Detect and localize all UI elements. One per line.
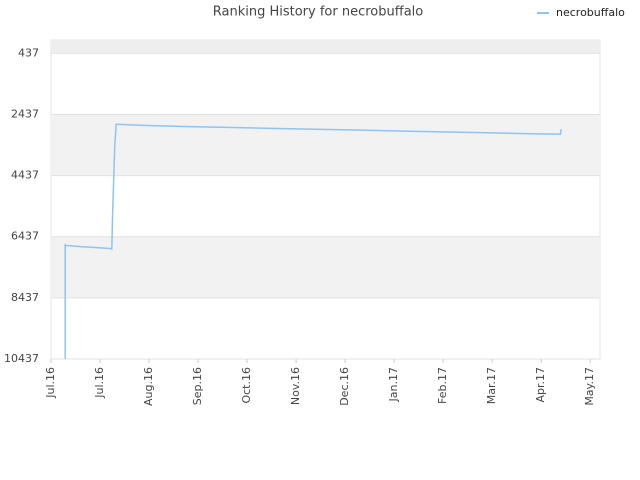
y-tick-label: 8437 bbox=[11, 291, 39, 304]
x-tick-label: Nov.16 bbox=[289, 367, 302, 405]
y-tick-label: 6437 bbox=[11, 230, 39, 243]
x-tick-label: Jul.16 bbox=[93, 367, 106, 399]
x-tick-label: Oct.16 bbox=[240, 367, 253, 404]
x-tick-label: May.17 bbox=[583, 367, 596, 406]
y-tick-label: 4437 bbox=[11, 169, 39, 182]
plot-background bbox=[50, 39, 601, 360]
x-tick-label: Dec.16 bbox=[338, 367, 351, 406]
x-tick-label: Aug.16 bbox=[142, 367, 155, 406]
band bbox=[51, 40, 600, 54]
x-tick-label: Apr.17 bbox=[534, 367, 547, 403]
y-tick-label: 10437 bbox=[4, 352, 39, 365]
x-tick-label: Mar.17 bbox=[485, 367, 498, 404]
chart-title: Ranking History for necrobuffalo bbox=[213, 5, 424, 20]
y-tick-label: 437 bbox=[18, 46, 39, 59]
x-tick-label: Jul.16 bbox=[44, 367, 57, 399]
x-tick-label: Sep.16 bbox=[191, 367, 204, 405]
y-tick-label: 2437 bbox=[11, 107, 39, 120]
band bbox=[51, 114, 600, 176]
band bbox=[51, 236, 600, 298]
legend-label: necrobuffalo bbox=[556, 6, 625, 19]
x-tick-label: Jan.17 bbox=[387, 367, 400, 402]
data-line bbox=[64, 123, 563, 359]
x-tick-label: Feb.17 bbox=[436, 367, 449, 404]
